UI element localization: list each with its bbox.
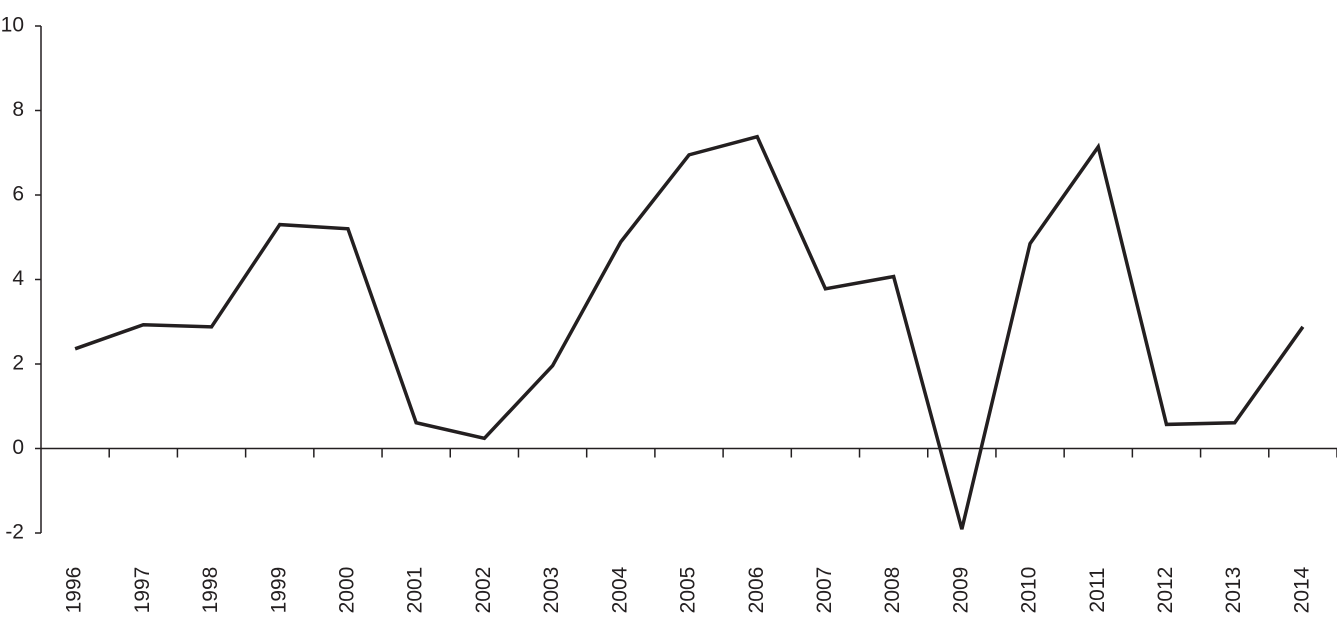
x-tick-label: 2004 <box>608 566 631 613</box>
x-tick-label: 2010 <box>1018 567 1041 614</box>
x-tick-label: 2014 <box>1290 566 1313 613</box>
y-tick-label: 10 <box>1 14 24 37</box>
y-tick-label: 6 <box>12 183 24 206</box>
x-tick-label: 2007 <box>813 567 836 614</box>
y-tick-label: 0 <box>12 436 24 459</box>
x-tick-label: 2006 <box>745 567 768 614</box>
x-tick-label: 2012 <box>1154 567 1177 614</box>
x-tick-label: 2008 <box>881 567 904 614</box>
x-tick-label: 2000 <box>335 567 358 614</box>
y-tick-label: -2 <box>5 521 24 544</box>
y-tick-label: 4 <box>12 267 24 290</box>
x-tick-label: 1996 <box>63 567 86 614</box>
y-tick-label: 2 <box>12 352 24 375</box>
x-tick-label: 2009 <box>949 567 972 614</box>
x-tick-label: 2011 <box>1086 567 1109 612</box>
x-tick-label: 2002 <box>472 567 495 614</box>
x-tick-label: 1997 <box>131 567 154 614</box>
data-line <box>74 134 1305 530</box>
y-tick-label: 8 <box>12 98 24 121</box>
x-tick-label: 1998 <box>199 567 222 614</box>
x-tick-label: 2013 <box>1222 567 1245 614</box>
x-tick-label: 2005 <box>677 567 700 614</box>
x-tick-label: 1999 <box>267 567 290 614</box>
x-tick-label: 2001 <box>404 567 427 614</box>
x-tick-label: 2003 <box>540 567 563 614</box>
